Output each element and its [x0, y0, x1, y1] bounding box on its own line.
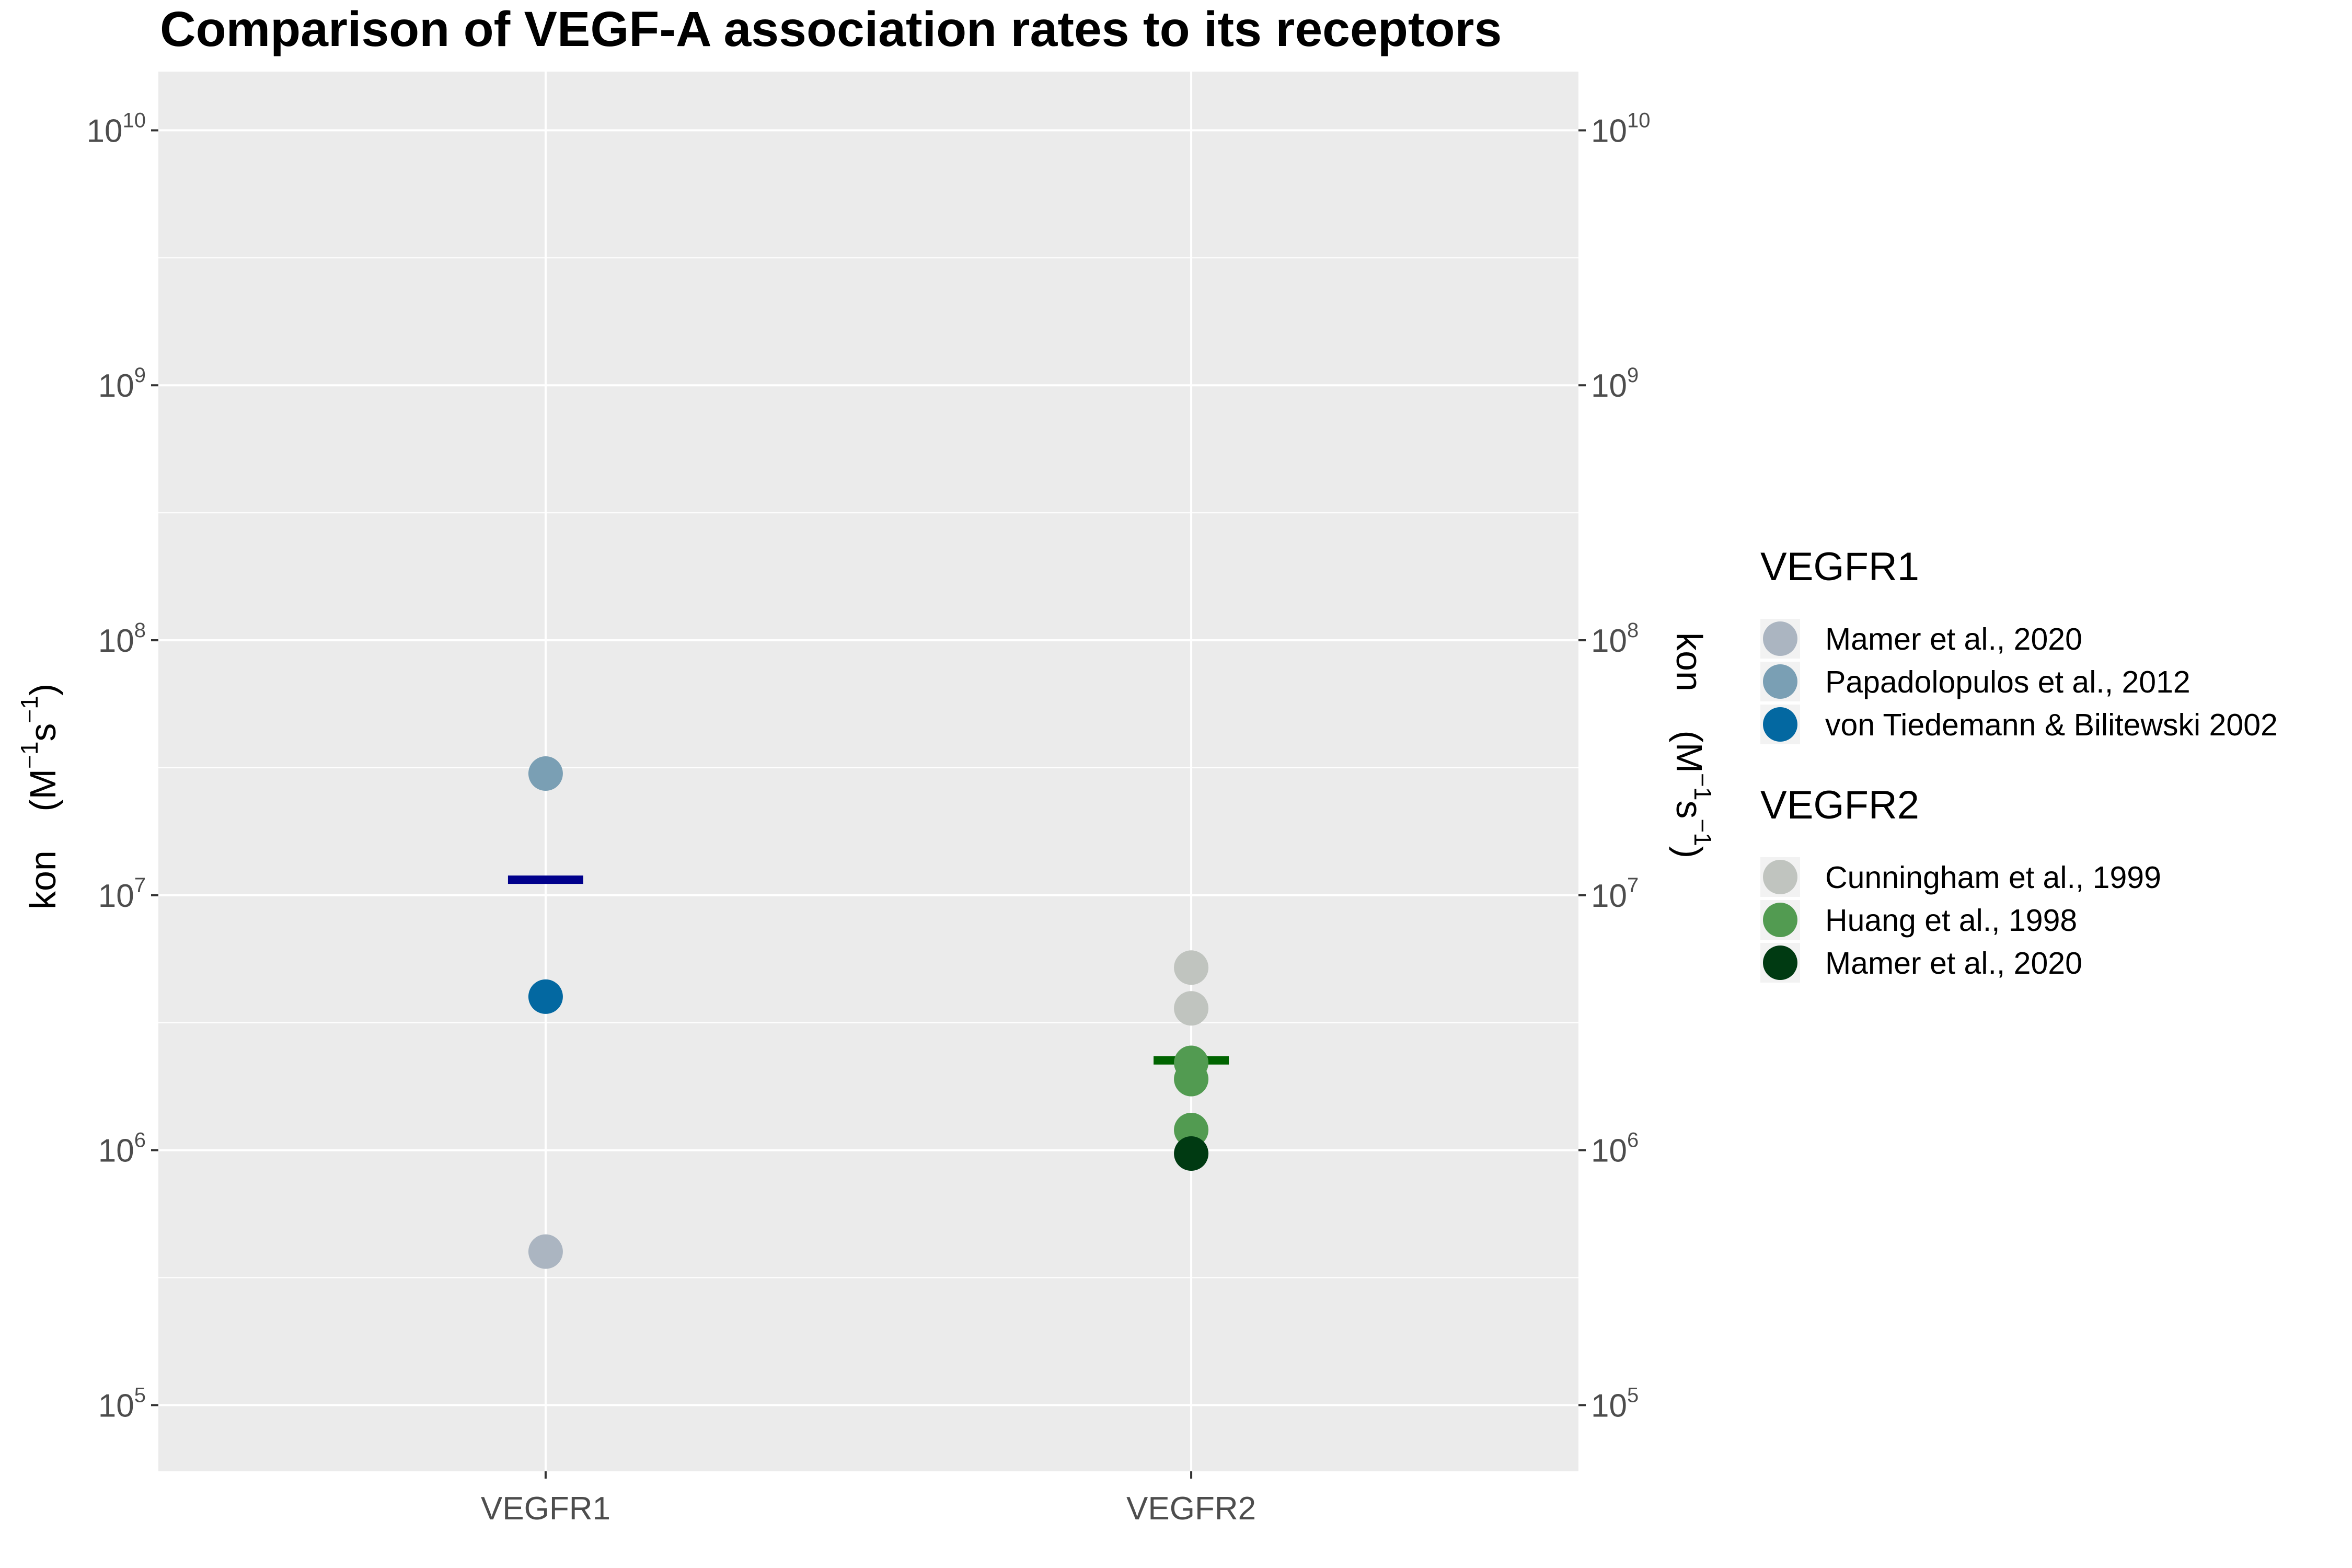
legend-key-dot	[1763, 860, 1797, 894]
y-tick-label-right: 109	[1591, 364, 1639, 404]
legend-entry-label: von Tiedemann & Bilitewski 2002	[1825, 708, 2278, 742]
legend-entry-label: Mamer et al., 2020	[1825, 622, 2082, 656]
y-axis-title-right-unit-open: (M	[1669, 730, 1710, 773]
legend-key-dot	[1763, 707, 1797, 742]
legend-entry-label: Huang et al., 1998	[1825, 903, 2077, 938]
y-axis-title-right-base: kon	[1669, 632, 1710, 691]
data-points	[528, 756, 1209, 1269]
x-axis: VEGFR1 VEGFR2	[481, 1471, 1256, 1527]
y-axis-title-right-exp1: −1	[1689, 773, 1716, 800]
y-axis-left: 105 106 107 108 109 1010	[87, 109, 158, 1424]
y-axis-title-right-unit-close: )	[1669, 846, 1710, 858]
y-axis-right: 105 106 107 108 109 1010	[1578, 109, 1650, 1424]
x-tick-label-vegfr2: VEGFR2	[1126, 1491, 1256, 1527]
grid-layer	[158, 72, 1578, 1471]
y-tick-label-left: 106	[98, 1129, 146, 1169]
y-tick-label-right: 107	[1591, 874, 1639, 914]
legend-key-dot	[1763, 664, 1797, 699]
data-point-vegfr1	[528, 756, 563, 791]
y-tick-label-left: 105	[98, 1383, 146, 1424]
y-axis-title-mid: s	[22, 723, 63, 742]
y-axis-title-right: kon (M−1s−1)	[1669, 632, 1716, 858]
y-tick-label-right: 108	[1591, 619, 1639, 659]
y-axis-title-base: kon	[22, 850, 63, 909]
plot-panel	[158, 72, 1578, 1471]
legend-title-vegfr1: VEGFR1	[1760, 545, 1919, 589]
data-point-vegfr2	[1174, 950, 1209, 985]
y-axis-title-left: kon (M−1s−1)	[16, 684, 63, 909]
legend-key-dot	[1763, 621, 1797, 656]
y-tick-label-left: 109	[98, 364, 146, 404]
data-point-vegfr2	[1174, 1136, 1209, 1171]
y-axis-title-unit-close: )	[22, 684, 63, 696]
legend-key-dot	[1763, 946, 1797, 980]
y-axis-title-exp2: −1	[16, 696, 43, 723]
y-axis-title-right-exp2: −1	[1689, 818, 1716, 846]
y-tick-label-left: 107	[98, 874, 146, 914]
legend-entry-label: Cunningham et al., 1999	[1825, 860, 2161, 895]
y-tick-label-left: 108	[98, 619, 146, 659]
y-axis-title-right-mid: s	[1669, 800, 1710, 818]
data-point-vegfr2	[1174, 991, 1209, 1026]
y-axis-title-exp1: −1	[16, 742, 43, 769]
x-tick-label-vegfr1: VEGFR1	[481, 1491, 610, 1527]
legend-entry-label: Mamer et al., 2020	[1825, 946, 2082, 981]
data-point-vegfr1	[528, 979, 563, 1014]
y-axis-title-unit-open: (M	[22, 769, 63, 812]
data-point-vegfr1	[528, 1234, 563, 1269]
legend: VEGFR1 Mamer et al., 2020 Papadolopulos et…	[1760, 545, 2278, 983]
chart-title: Comparison of VEGF-A association rates t…	[160, 2, 1502, 57]
y-tick-label-right: 105	[1591, 1383, 1639, 1424]
y-tick-label-right: 1010	[1591, 109, 1650, 149]
legend-key-dot	[1763, 903, 1797, 937]
legend-title-vegfr2: VEGFR2	[1760, 783, 1919, 827]
y-tick-label-left: 1010	[87, 109, 146, 149]
y-tick-label-right: 106	[1591, 1129, 1639, 1169]
legend-entry-label: Papadolopulos et al., 2012	[1825, 665, 2190, 699]
data-point-vegfr2	[1174, 1062, 1209, 1097]
